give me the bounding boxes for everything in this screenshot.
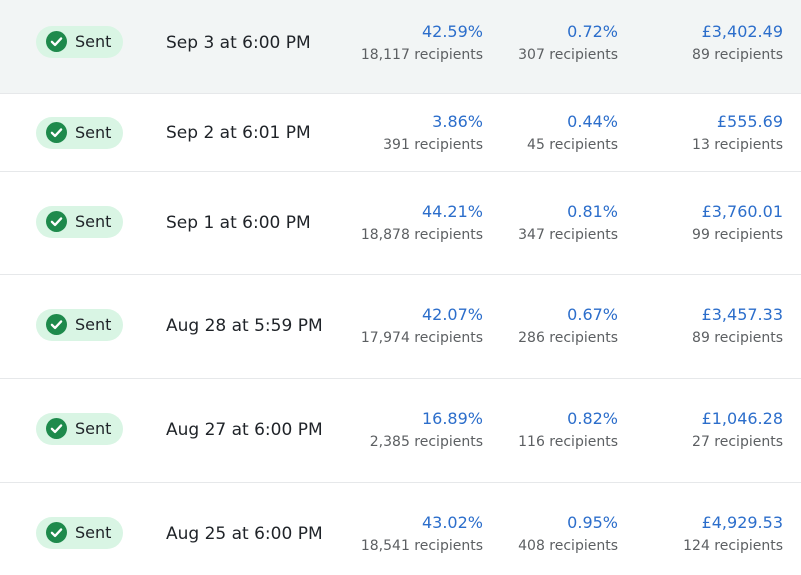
open-rate-cell: 42.59% 18,117 recipients <box>361 22 483 64</box>
revenue-link[interactable]: £1,046.28 <box>701 409 783 428</box>
revenue-cell: £3,760.01 99 recipients <box>692 202 783 244</box>
open-rate-cell: 42.07% 17,974 recipients <box>361 305 483 347</box>
revenue-link[interactable]: £3,402.49 <box>701 22 783 41</box>
revenue-cell: £4,929.53 124 recipients <box>683 513 783 555</box>
open-rate-cell: 16.89% 2,385 recipients <box>370 409 483 451</box>
revenue-link[interactable]: £555.69 <box>716 112 783 131</box>
revenue-recipients: 27 recipients <box>692 434 783 450</box>
open-rate-link[interactable]: 43.02% <box>421 513 483 532</box>
status-label: Sent <box>75 523 112 542</box>
checkmark-circle-icon <box>46 418 67 439</box>
click-recipients: 307 recipients <box>518 47 618 63</box>
checkmark-circle-icon <box>46 122 67 143</box>
revenue-cell: £3,402.49 89 recipients <box>692 22 783 64</box>
checkmark-circle-icon <box>46 211 67 232</box>
revenue-link[interactable]: £3,760.01 <box>701 202 783 221</box>
click-rate-cell: 0.44% 45 recipients <box>527 112 618 154</box>
revenue-cell: £555.69 13 recipients <box>692 112 783 154</box>
open-rate-link[interactable]: 16.89% <box>421 409 483 428</box>
send-date: Sep 2 at 6:01 PM <box>166 123 311 143</box>
send-date: Sep 1 at 6:00 PM <box>166 213 311 233</box>
status-label: Sent <box>75 123 112 142</box>
revenue-link[interactable]: £3,457.33 <box>701 305 783 324</box>
table-row[interactable]: Sent Aug 28 at 5:59 PM 42.07% 17,974 rec… <box>0 275 801 379</box>
revenue-recipients: 89 recipients <box>692 47 783 63</box>
click-rate-cell: 0.95% 408 recipients <box>518 513 618 555</box>
open-rate-cell: 44.21% 18,878 recipients <box>361 202 483 244</box>
click-rate-cell: 0.82% 116 recipients <box>518 409 618 451</box>
checkmark-circle-icon <box>46 314 67 335</box>
open-recipients: 391 recipients <box>383 137 483 153</box>
click-rate-cell: 0.81% 347 recipients <box>518 202 618 244</box>
revenue-link[interactable]: £4,929.53 <box>701 513 783 532</box>
open-rate-link[interactable]: 44.21% <box>421 202 483 221</box>
open-rate-cell: 43.02% 18,541 recipients <box>361 513 483 555</box>
open-rate-link[interactable]: 3.86% <box>432 112 483 131</box>
status-label: Sent <box>75 212 112 231</box>
click-rate-link[interactable]: 0.95% <box>567 513 618 532</box>
table-row[interactable]: Sent Sep 1 at 6:00 PM 44.21% 18,878 reci… <box>0 172 801 275</box>
click-rate-cell: 0.72% 307 recipients <box>518 22 618 64</box>
table-row[interactable]: Sent Sep 2 at 6:01 PM 3.86% 391 recipien… <box>0 94 801 172</box>
send-date: Aug 27 at 6:00 PM <box>166 420 323 440</box>
open-recipients: 17,974 recipients <box>360 330 483 346</box>
checkmark-circle-icon <box>46 522 67 543</box>
click-recipients: 45 recipients <box>527 137 618 153</box>
click-recipients: 116 recipients <box>518 434 618 450</box>
revenue-cell: £1,046.28 27 recipients <box>692 409 783 451</box>
click-recipients: 347 recipients <box>518 227 618 243</box>
checkmark-circle-icon <box>46 31 67 52</box>
revenue-cell: £3,457.33 89 recipients <box>692 305 783 347</box>
click-rate-link[interactable]: 0.82% <box>567 409 618 428</box>
status-badge: Sent <box>36 117 123 149</box>
click-recipients: 408 recipients <box>518 538 618 554</box>
open-recipients: 18,878 recipients <box>360 227 483 243</box>
open-recipients: 18,117 recipients <box>360 47 483 63</box>
status-label: Sent <box>75 315 112 334</box>
send-date: Aug 25 at 6:00 PM <box>166 524 323 544</box>
open-recipients: 18,541 recipients <box>360 538 483 554</box>
send-date: Aug 28 at 5:59 PM <box>166 316 323 336</box>
status-label: Sent <box>75 32 112 51</box>
click-rate-link[interactable]: 0.81% <box>567 202 618 221</box>
status-badge: Sent <box>36 26 123 58</box>
revenue-recipients: 13 recipients <box>692 137 783 153</box>
status-label: Sent <box>75 419 112 438</box>
table-row[interactable]: Sent Sep 3 at 6:00 PM 42.59% 18,117 reci… <box>0 0 801 94</box>
open-rate-link[interactable]: 42.07% <box>421 305 483 324</box>
click-rate-link[interactable]: 0.44% <box>567 112 618 131</box>
table-row[interactable]: Sent Aug 25 at 6:00 PM 43.02% 18,541 rec… <box>0 483 801 575</box>
revenue-recipients: 89 recipients <box>692 330 783 346</box>
click-rate-link[interactable]: 0.67% <box>567 305 618 324</box>
status-badge: Sent <box>36 517 123 549</box>
status-badge: Sent <box>36 206 123 238</box>
status-badge: Sent <box>36 309 123 341</box>
open-rate-cell: 3.86% 391 recipients <box>383 112 483 154</box>
open-rate-link[interactable]: 42.59% <box>421 22 483 41</box>
click-recipients: 286 recipients <box>518 330 618 346</box>
status-badge: Sent <box>36 413 123 445</box>
send-date: Sep 3 at 6:00 PM <box>166 33 311 53</box>
click-rate-link[interactable]: 0.72% <box>567 22 618 41</box>
revenue-recipients: 124 recipients <box>683 538 783 554</box>
table-row[interactable]: Sent Aug 27 at 6:00 PM 16.89% 2,385 reci… <box>0 379 801 483</box>
revenue-recipients: 99 recipients <box>692 227 783 243</box>
open-recipients: 2,385 recipients <box>369 434 483 450</box>
click-rate-cell: 0.67% 286 recipients <box>518 305 618 347</box>
